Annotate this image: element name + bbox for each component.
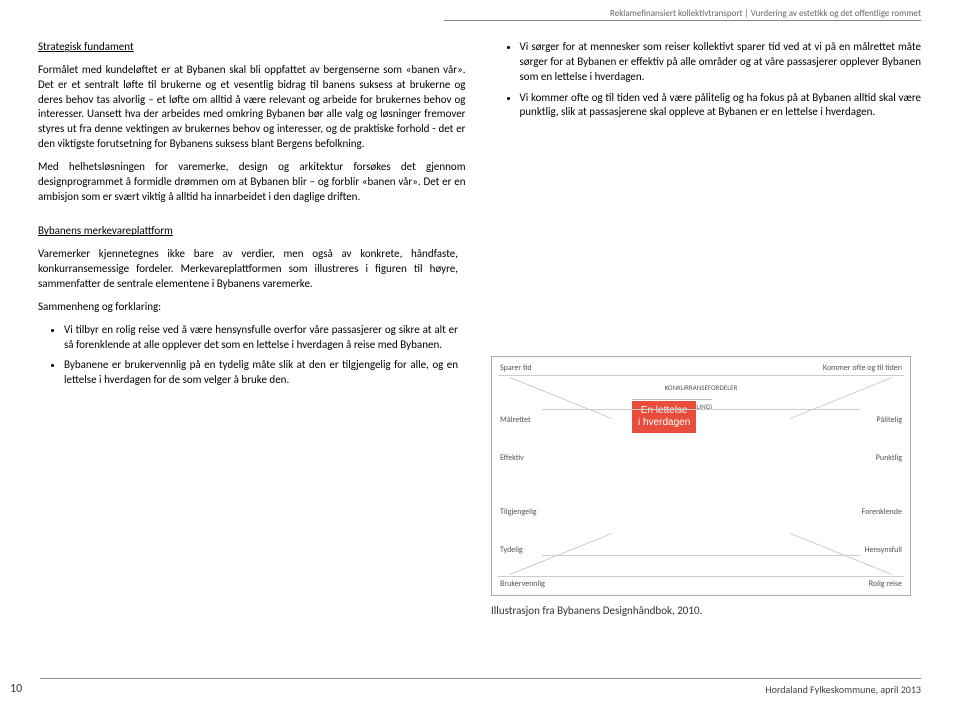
brand-heading-text: Bybanens merkevareplattform: [38, 224, 173, 237]
diagram-label-bottom-right: Rolig reise: [869, 579, 902, 589]
right-bullet-1: Vi sørger for at mennesker som reiser ko…: [520, 40, 922, 85]
diagram-line-3: [542, 555, 860, 556]
left-paragraph-2: Med helhetsløsningen for varemerke, desi…: [38, 160, 466, 205]
right-bullets: Vi sørger for at mennesker som reiser ko…: [494, 40, 922, 120]
footer-rule: [40, 678, 921, 679]
document-page: Reklamefinansiert kollektivtransport | V…: [0, 0, 959, 710]
left-column: Strategisk fundament Formålet med kundel…: [38, 40, 466, 212]
lower-section: Bybanens merkevareplattform Varemerker k…: [38, 224, 458, 388]
diagram-line-4: [498, 576, 904, 577]
diagram-diag-bl: [510, 533, 612, 575]
footer-right: Hordaland Fylkeskommune, april 2013: [765, 683, 921, 696]
lower-paragraph-2: Sammenheng og forklaring:: [38, 300, 458, 315]
diagram-red-line2: i hverdagen: [638, 417, 690, 428]
right-column: Vi sørger for at mennesker som reiser ko…: [494, 40, 922, 212]
header-rule: [444, 20, 921, 21]
diagram-label-low-mid-right: Forenklende: [862, 507, 903, 517]
brand-diagram: Sparer tid Kommer ofte og til tiden KONK…: [491, 356, 911, 596]
lower-paragraph-1: Varemerker kjennetegnes ikke bare av ver…: [38, 247, 458, 292]
diagram-label-top-left: Sparer tid: [500, 363, 532, 373]
diagram-label-mid-left-mid: Effektiv: [500, 453, 524, 463]
diagram-label-mid-left-top: Målrettet: [500, 415, 531, 425]
footer-row: Hordaland Fylkeskommune, april 2013: [38, 683, 921, 696]
diagram-label-low-right: Hensynsfull: [865, 545, 902, 555]
diagram-label-top-right: Kommer ofte og til tiden: [823, 363, 902, 373]
heading-text: Strategisk fundament: [38, 40, 134, 53]
footer: Hordaland Fylkeskommune, april 2013: [0, 678, 959, 696]
header-breadcrumb: Reklamefinansiert kollektivtransport | V…: [610, 8, 921, 19]
diagram-label-low-left: Tydelig: [500, 545, 523, 555]
diagram-line-1: [498, 375, 904, 376]
brand-heading: Bybanens merkevareplattform: [38, 224, 458, 239]
lower-bullets: Vi tilbyr en rolig reise ved å være hens…: [38, 323, 458, 388]
diagram-label-low-mid-left: Tilgjengelig: [500, 507, 537, 517]
strategic-heading: Strategisk fundament: [38, 40, 466, 55]
right-bullet-2: Vi kommer ofte og til tiden ved å være p…: [520, 91, 922, 121]
diagram-red-line1: En lettelse: [641, 405, 688, 416]
two-column-layout: Strategisk fundament Formålet med kundel…: [38, 40, 921, 212]
diagram-label-mid-right-top: Pålitelig: [877, 415, 902, 425]
lower-bullet-1: Vi tilbyr en rolig reise ved å være hens…: [64, 323, 458, 353]
diagram-caption: Illustrasjon fra Bybanens Designhåndbok,…: [491, 604, 921, 617]
lower-bullet-2: Bybanene er brukervennlig på en tydelig …: [64, 358, 458, 388]
left-paragraph-1: Formålet med kundeløftet er at Bybanen s…: [38, 63, 466, 152]
diagram-red-promise-box: En lettelse i hverdagen: [632, 401, 696, 433]
diagram-label-mid-right-mid: Punktlig: [876, 453, 902, 463]
diagram-label-konkurranse: KONKURRANSEFORDELER: [492, 383, 910, 392]
diagram-wrapper: Sparer tid Kommer ofte og til tiden KONK…: [491, 352, 921, 617]
diagram-label-bottom-left: Brukervennlig: [500, 579, 545, 589]
